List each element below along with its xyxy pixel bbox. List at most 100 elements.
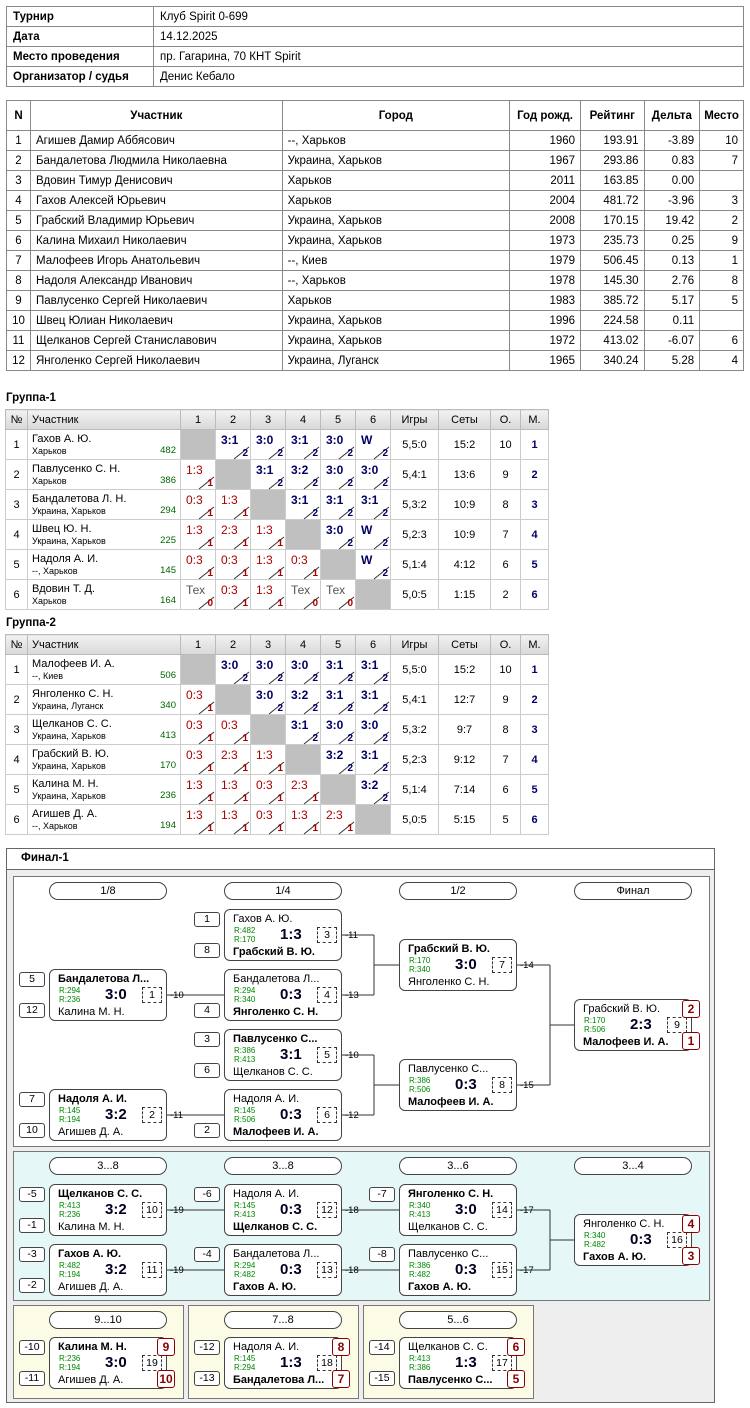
bracket-match[interactable]: Грабский В. Ю. R:170 R:506 2:3 9 Малофеев И. … xyxy=(574,999,692,1051)
participants-cell: 6 xyxy=(699,330,744,351)
round-header: 9...10 xyxy=(49,1311,167,1329)
group-player: Гахов А. Ю. Харьков 482 xyxy=(27,429,181,460)
result-score: 0:3 xyxy=(186,688,203,702)
participants-cell: 8 xyxy=(699,270,744,291)
participants-cell: 19.42 xyxy=(643,210,701,231)
match-result-cell: 0:3 1 xyxy=(215,549,251,580)
seed-number: -8 xyxy=(369,1247,395,1262)
participants-header: Дельта xyxy=(643,100,701,131)
bracket-match[interactable]: Павлусенко С... R:386 R:482 0:3 15 Гахов А. Ю… xyxy=(399,1244,517,1296)
bracket-match[interactable]: Бандалетова Л... R:294 R:340 0:3 4 Янголенко … xyxy=(224,969,342,1021)
match-result-cell: 3:1 2 xyxy=(355,489,391,520)
bracket-match[interactable]: Грабский В. Ю. R:170 R:340 3:0 7 Янголенко С.… xyxy=(399,939,517,991)
match-player-1: Калина М. Н. xyxy=(58,1341,127,1353)
final-place-badge: 7 xyxy=(332,1370,350,1388)
result-score: 1:3 xyxy=(186,808,203,822)
result-score: 3:0 xyxy=(326,463,344,477)
bracket-match[interactable]: Надоля А. И. R:145 R:294 1:3 18 Бандалетова Л… xyxy=(224,1337,342,1389)
seed-number: -2 xyxy=(19,1278,45,1293)
player-name: Янголенко С. Н. xyxy=(32,687,114,700)
group-row-number: 1 xyxy=(5,654,28,685)
match-result-cell: 1:3 1 xyxy=(215,774,251,805)
bracket-match[interactable]: Надоля А. И. R:145 R:506 0:3 6 Малофеев И. А. xyxy=(224,1089,342,1141)
match-number: 1 xyxy=(142,987,162,1003)
bracket-match[interactable]: Калина М. Н. R:236 R:194 3:0 19 Агишев Д. А. xyxy=(49,1337,167,1389)
participants-cell: 235.73 xyxy=(580,230,645,251)
result-points: 1 xyxy=(242,763,248,774)
match-rating-1: R:145 xyxy=(59,1106,81,1115)
match-player-2: Щелканов С. С. xyxy=(408,1221,488,1233)
match-number: 4 xyxy=(317,987,337,1003)
match-rating-2: R:413 xyxy=(409,1210,431,1219)
participants-cell: 0.25 xyxy=(643,230,701,251)
bracket-match[interactable]: Павлусенко С... R:386 R:413 3:1 5 Щелканов С.… xyxy=(224,1029,342,1081)
place-cell: 1 xyxy=(520,429,549,460)
match-result-cell: 0:3 1 xyxy=(250,774,286,805)
result-score: 3:1 xyxy=(326,688,344,702)
group-header: № xyxy=(5,634,28,655)
bracket-match[interactable]: Павлусенко С... R:386 R:506 0:3 8 Малофеев И.… xyxy=(399,1059,517,1111)
bracket-match[interactable]: Надоля А. И. R:145 R:194 3:2 2 Агишев Д. А. xyxy=(49,1089,167,1141)
match-number: 7 xyxy=(492,957,512,973)
participants-cell xyxy=(699,310,744,331)
bracket-match[interactable]: Щелканов С. С. R:413 R:236 3:2 10 Калина М. Н… xyxy=(49,1184,167,1236)
match-result-cell: 3:1 2 xyxy=(250,459,286,490)
info-key: Дата xyxy=(6,26,154,47)
result-score: 3:2 xyxy=(291,463,309,477)
result-points: 2 xyxy=(312,448,318,459)
bracket-match[interactable]: Янголенко С. Н. R:340 R:413 3:0 14 Щелканов С… xyxy=(399,1184,517,1236)
group-row: 3 Щелканов С. С. Украина, Харьков 413 0:3 1 0:… xyxy=(5,714,549,745)
result-slash xyxy=(198,731,215,745)
match-number: 18 xyxy=(317,1355,337,1371)
group-header: Игры xyxy=(390,409,439,430)
participants-cell: 1960 xyxy=(508,130,582,151)
participants-cell: 10 xyxy=(6,310,31,331)
result-slash xyxy=(303,791,320,805)
bracket-match[interactable]: Щелканов С. С. R:413 R:386 1:3 17 Павлусенко … xyxy=(399,1337,517,1389)
bracket-match[interactable]: Гахов А. Ю. R:482 R:170 1:3 3 Грабский В. Ю. xyxy=(224,909,342,961)
round-header: 3...8 xyxy=(224,1157,342,1175)
match-number: 6 xyxy=(317,1107,337,1123)
self-cell xyxy=(320,549,356,580)
info-row: Место проведения пр. Гагарина, 70 КНТ Spi… xyxy=(6,46,744,67)
participants-header: Участник xyxy=(29,100,283,131)
round-header: 3...4 xyxy=(574,1157,692,1175)
result-slash xyxy=(338,596,355,610)
points-cell: 8 xyxy=(490,714,521,745)
match-result-cell: Тех 0 xyxy=(285,579,321,610)
match-player-1: Янголенко С. Н. xyxy=(583,1218,665,1230)
bracket-match[interactable]: Бандалетова Л... R:294 R:482 0:3 13 Гахов А. … xyxy=(224,1244,342,1296)
group-row-number: 6 xyxy=(5,579,28,610)
match-score: 3:1 xyxy=(280,1046,302,1063)
result-points: 2 xyxy=(382,538,388,549)
result-slash xyxy=(268,596,285,610)
result-score: 3:0 xyxy=(326,718,344,732)
result-slash xyxy=(233,506,250,520)
self-cell xyxy=(215,459,251,490)
sets-cell: 7:14 xyxy=(438,774,491,805)
seed-number: -1 xyxy=(19,1218,45,1233)
participants-cell: -6.07 xyxy=(643,330,701,351)
match-rating-1: R:145 xyxy=(234,1201,256,1210)
match-rating-2: R:194 xyxy=(59,1270,81,1279)
seed-number: -5 xyxy=(19,1187,45,1202)
player-rating: 340 xyxy=(160,700,176,711)
player-city: --, Харьков xyxy=(32,820,78,831)
bracket-match[interactable]: Янголенко С. Н. R:340 R:482 0:3 16 Гахов А. Ю… xyxy=(574,1214,692,1266)
result-slash xyxy=(268,566,285,580)
result-score: 3:0 xyxy=(361,463,379,477)
group-row: 2 Павлусенко С. Н. Харьков 386 1:3 1 3:1 2 3:2 2 3… xyxy=(5,459,549,490)
bracket-match[interactable]: Надоля А. И. R:145 R:413 0:3 12 Щелканов С. С… xyxy=(224,1184,342,1236)
participants-cell: 1996 xyxy=(508,310,582,331)
participants-cell: -3.89 xyxy=(643,130,701,151)
bracket-match[interactable]: Бандалетова Л... R:294 R:236 3:0 1 Калина М. … xyxy=(49,969,167,1021)
participants-cell: 163.85 xyxy=(580,170,645,191)
points-cell: 9 xyxy=(490,459,521,490)
participants-cell: Щелканов Сергей Станиславович xyxy=(29,330,283,351)
participants-cell: Павлусенко Сергей Николаевич xyxy=(29,290,283,311)
games-cell: 5,4:1 xyxy=(390,459,439,490)
match-rating-2: R:340 xyxy=(409,965,431,974)
loser-next-match: -13 xyxy=(345,990,359,1001)
result-points: 2 xyxy=(242,673,248,684)
bracket-match[interactable]: Гахов А. Ю. R:482 R:194 3:2 11 Агишев Д. А. xyxy=(49,1244,167,1296)
